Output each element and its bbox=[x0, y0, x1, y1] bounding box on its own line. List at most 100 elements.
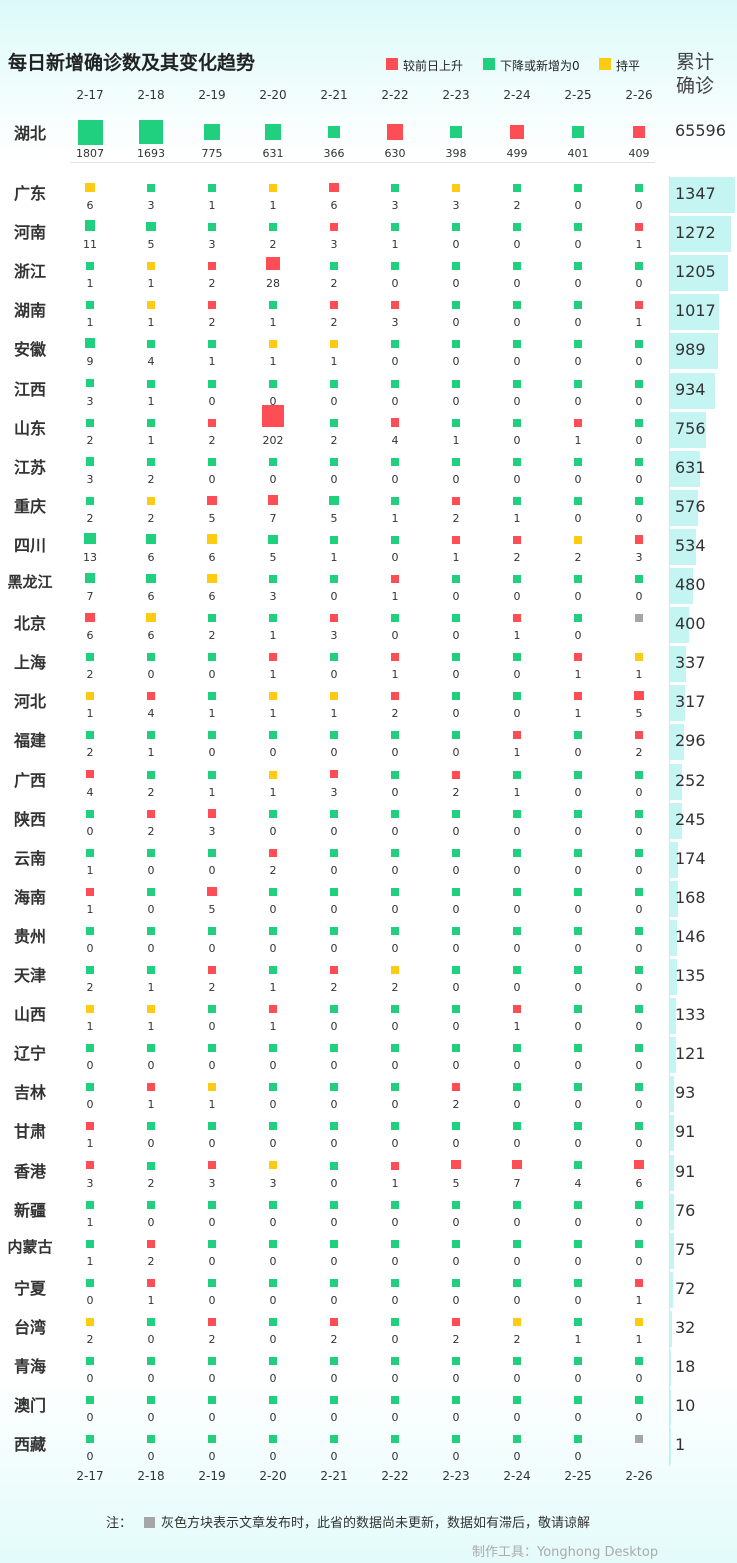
daily-value: 0 bbox=[635, 1020, 643, 1034]
daily-square bbox=[451, 1160, 461, 1170]
daily-square bbox=[330, 809, 338, 818]
daily-square bbox=[635, 1278, 643, 1287]
province-name: 香港 bbox=[13, 1161, 46, 1181]
daily-value: 0 bbox=[635, 1215, 643, 1229]
daily-value: 0 bbox=[635, 433, 643, 447]
daily-value: 0 bbox=[513, 1411, 521, 1425]
total-header-line-1: 累计 bbox=[676, 51, 715, 73]
daily-value: 1 bbox=[269, 785, 277, 799]
hubei-square-2-18 bbox=[138, 119, 164, 145]
daily-value: 0 bbox=[330, 1176, 338, 1190]
total-bar bbox=[670, 489, 698, 526]
daily-value: 0 bbox=[513, 824, 521, 838]
daily-square bbox=[513, 731, 521, 740]
total-bar bbox=[670, 568, 694, 604]
total-bar bbox=[670, 372, 716, 409]
hubei-value-2-25: 401 bbox=[567, 147, 589, 160]
daily-square bbox=[147, 301, 155, 310]
daily-square bbox=[269, 1122, 277, 1131]
daily-square bbox=[573, 1160, 583, 1170]
total-bar bbox=[670, 724, 685, 761]
daily-value: 1 bbox=[86, 863, 94, 877]
province-name: 四川 bbox=[13, 535, 46, 555]
total-bar bbox=[670, 1310, 672, 1347]
daily-square bbox=[86, 731, 94, 740]
daily-square bbox=[513, 575, 521, 583]
total-bar bbox=[670, 1193, 674, 1230]
daily-value: 0 bbox=[635, 1254, 643, 1268]
daily-square bbox=[85, 379, 95, 388]
daily-value: 0 bbox=[513, 863, 521, 877]
daily-value: 6 bbox=[208, 550, 216, 564]
daily-square bbox=[452, 418, 460, 427]
province-name: 内蒙古 bbox=[7, 1237, 53, 1256]
daily-value: 0 bbox=[147, 1137, 155, 1151]
daily-value: 1 bbox=[269, 199, 277, 212]
daily-square bbox=[574, 575, 582, 583]
daily-value: 0 bbox=[635, 590, 643, 603]
hubei-square-2-22 bbox=[387, 124, 403, 140]
total-bar bbox=[670, 294, 720, 331]
daily-square bbox=[208, 770, 216, 779]
daily-square bbox=[574, 1396, 582, 1405]
daily-value: 0 bbox=[513, 1372, 521, 1385]
daily-value: 0 bbox=[635, 472, 643, 486]
daily-value: 0 bbox=[391, 824, 399, 838]
daily-square bbox=[146, 183, 156, 192]
daily-square bbox=[452, 848, 460, 857]
daily-value: 0 bbox=[391, 902, 399, 916]
daily-value: 0 bbox=[452, 238, 460, 252]
daily-square bbox=[330, 418, 338, 427]
province-name: 天津 bbox=[13, 966, 46, 985]
total-value: 168 bbox=[675, 887, 706, 907]
daily-value: 0 bbox=[574, 199, 582, 212]
daily-square bbox=[207, 809, 217, 818]
daily-square bbox=[391, 1161, 399, 1170]
daily-square bbox=[391, 926, 399, 935]
province-name: 河南 bbox=[13, 223, 46, 243]
hubei-square-2-19 bbox=[203, 123, 221, 141]
province-name: 北京 bbox=[13, 614, 46, 634]
daily-value: 0 bbox=[391, 1293, 399, 1307]
hubei-value-2-22: 630 bbox=[384, 147, 406, 160]
daily-square bbox=[330, 692, 338, 701]
daily-square bbox=[574, 809, 582, 818]
daily-square bbox=[269, 848, 277, 857]
daily-square bbox=[269, 1044, 277, 1053]
daily-value: 2 bbox=[208, 277, 216, 291]
daily-square bbox=[269, 770, 277, 779]
daily-square bbox=[147, 653, 155, 662]
daily-square bbox=[513, 1122, 521, 1131]
daily-value: 1 bbox=[330, 550, 338, 564]
daily-square bbox=[330, 966, 338, 974]
daily-square bbox=[147, 1122, 155, 1131]
daily-square bbox=[147, 770, 155, 779]
daily-square bbox=[86, 809, 94, 818]
daily-value: 3 bbox=[330, 238, 338, 252]
daily-value: 3 bbox=[208, 1176, 216, 1190]
legend-swatch-down bbox=[483, 58, 495, 70]
daily-value: 6 bbox=[147, 550, 155, 564]
daily-value: 0 bbox=[330, 902, 338, 916]
daily-square bbox=[635, 1239, 643, 1248]
daily-value: 0 bbox=[574, 629, 582, 643]
daily-square bbox=[391, 692, 399, 701]
daily-square bbox=[147, 1317, 155, 1326]
daily-square bbox=[452, 301, 460, 310]
daily-value: 0 bbox=[513, 941, 521, 955]
daily-square bbox=[391, 1357, 399, 1365]
total-value: 534 bbox=[675, 535, 706, 555]
daily-square bbox=[391, 1044, 399, 1053]
daily-square bbox=[574, 223, 582, 232]
daily-value: 0 bbox=[452, 941, 460, 955]
daily-value: 1 bbox=[147, 316, 155, 330]
daily-square bbox=[391, 1083, 399, 1092]
daily-value: 2 bbox=[269, 863, 277, 877]
gray-square-icon bbox=[144, 1517, 156, 1528]
daily-value: 0 bbox=[86, 1098, 94, 1112]
daily-value: 6 bbox=[208, 590, 216, 603]
daily-value: 1 bbox=[269, 981, 277, 994]
daily-square bbox=[574, 614, 582, 623]
province-name: 贵州 bbox=[13, 926, 46, 946]
province-name: 湖南 bbox=[13, 301, 46, 321]
